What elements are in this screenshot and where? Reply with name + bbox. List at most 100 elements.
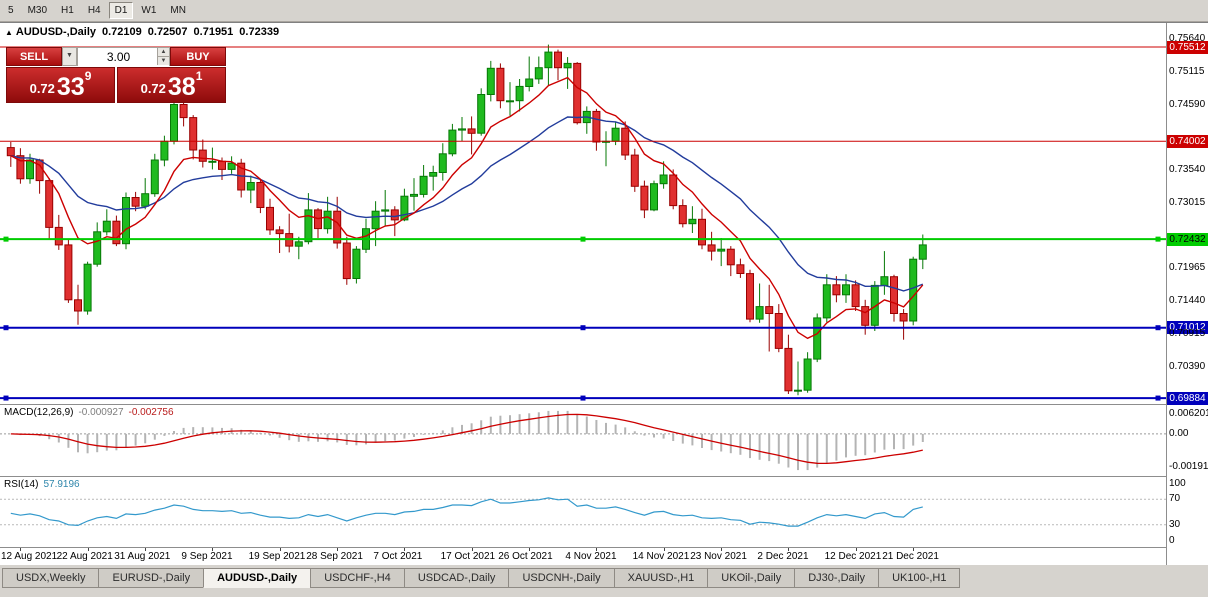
- sell-price-quote[interactable]: 0.72 33 9: [6, 67, 115, 103]
- hline-handle[interactable]: [3, 395, 9, 401]
- candle-body: [218, 160, 226, 170]
- candle-body: [26, 159, 34, 180]
- hline-price-tag: 0.71012: [1167, 321, 1208, 335]
- candle-body: [659, 174, 668, 185]
- date-label: 26 Oct 2021: [498, 551, 553, 562]
- chart-tab[interactable]: USDCNH-,Daily: [508, 568, 615, 588]
- timeframe-button-5[interactable]: 5: [2, 2, 20, 19]
- hline-handle[interactable]: [3, 236, 9, 242]
- candle-body: [467, 128, 476, 134]
- chart-tab[interactable]: USDCAD-,Daily: [403, 568, 510, 588]
- rsi-indicator-pane[interactable]: [0, 477, 1166, 547]
- chart-title: ▲ AUDUSD-,Daily 0.72109 0.72507 0.71951 0.723…: [5, 26, 279, 38]
- timeframe-button-h4[interactable]: H4: [81, 2, 107, 19]
- candle-body: [160, 140, 169, 161]
- candle-body: [755, 306, 764, 320]
- chart-tab[interactable]: AUDUSD-,Daily: [203, 568, 312, 588]
- time-axis-tick: [471, 548, 473, 551]
- hline-handle[interactable]: [1155, 325, 1161, 331]
- time-axis[interactable]: 12 Aug 2021 22 Aug 2021 31 Aug 2021 9 Sep 2…: [0, 548, 1166, 565]
- hline-handle[interactable]: [580, 395, 586, 401]
- chart-tab[interactable]: UK100-,H1: [878, 568, 961, 588]
- candle-body: [688, 218, 697, 225]
- macd-label: MACD(12,26,9) -0.000927 -0.002756: [4, 407, 174, 418]
- date-label: 9 Sep 2021: [181, 551, 233, 562]
- chart-tab[interactable]: USDCHF-,H4: [310, 568, 405, 588]
- candle-body: [650, 183, 658, 211]
- candle-body: [54, 226, 63, 246]
- buy-price-quote[interactable]: 0.72 38 1: [117, 67, 226, 103]
- volume-dropdown-button[interactable]: ▼: [62, 47, 77, 66]
- ohlc-low: 0.71951: [193, 26, 234, 38]
- chart-window: 0.75512 0.74002 0.72432 0.71012 0.69884 0.756…: [0, 22, 1208, 565]
- candle-body: [794, 389, 802, 392]
- candle-body: [141, 193, 150, 207]
- chart-tab[interactable]: UKOil-,Daily: [707, 568, 796, 588]
- candle-body: [102, 220, 111, 233]
- candle-body: [640, 185, 649, 211]
- candle-body: [352, 248, 361, 279]
- hline-handle[interactable]: [1155, 236, 1161, 242]
- price-axis[interactable]: 0.75512 0.74002 0.72432 0.71012 0.69884 0.756…: [1167, 23, 1208, 565]
- volume-down-button[interactable]: ▼: [157, 56, 169, 65]
- candle-body: [448, 129, 457, 155]
- hline-price-tag: 0.75512: [1167, 40, 1208, 54]
- candle-body: [726, 248, 735, 266]
- candle-body: [573, 62, 582, 124]
- time-axis-tick: [145, 548, 147, 551]
- sell-button[interactable]: SELL: [6, 47, 62, 66]
- chart-tab[interactable]: USDX,Weekly: [2, 568, 100, 588]
- candle-body: [678, 205, 687, 225]
- chart-symbol: AUDUSD-,Daily: [15, 26, 96, 38]
- hline-price-tag: 0.74002: [1167, 134, 1208, 148]
- time-axis-tick: [855, 548, 857, 551]
- candle-body: [294, 241, 303, 247]
- candle-body: [669, 174, 678, 207]
- macd-axis-label: 0.006201: [1169, 408, 1208, 419]
- candle-body: [832, 284, 841, 296]
- sell-price-big: 33: [56, 73, 85, 101]
- main-price-chart[interactable]: [0, 23, 1166, 404]
- candle-body: [256, 182, 265, 208]
- volume-up-button[interactable]: ▲: [157, 48, 169, 56]
- candle-body: [371, 210, 380, 230]
- hline-handle[interactable]: [580, 325, 586, 331]
- macd-indicator-pane[interactable]: [0, 405, 1166, 476]
- rsi-axis-label: 0: [1169, 535, 1175, 546]
- buy-price-base: 0.72: [140, 81, 166, 96]
- hline-handle[interactable]: [3, 325, 9, 331]
- candle-body: [64, 244, 73, 301]
- volume-input[interactable]: [78, 48, 169, 66]
- candle-body: [870, 284, 879, 326]
- candle-body: [592, 110, 601, 143]
- buy-button[interactable]: BUY: [170, 47, 226, 66]
- hline-handle[interactable]: [580, 236, 586, 242]
- price-axis-label: 0.70390: [1169, 360, 1206, 372]
- pane-separator[interactable]: [0, 404, 1208, 405]
- candle-body: [813, 317, 822, 360]
- volume-spinner: ▲ ▼: [157, 48, 169, 65]
- chart-tab[interactable]: XAUUSD-,H1: [613, 568, 709, 588]
- candle-body: [74, 299, 82, 312]
- time-axis-tick: [663, 548, 665, 551]
- timeframe-button-h1[interactable]: H1: [55, 2, 80, 19]
- chart-tab[interactable]: EURUSD-,Daily: [98, 568, 205, 588]
- ma-fast-line: [10, 76, 924, 340]
- timeframe-button-d1[interactable]: D1: [108, 2, 134, 19]
- pane-separator[interactable]: [0, 476, 1208, 477]
- timeframe-button-w1[interactable]: W1: [135, 2, 163, 19]
- time-axis-tick: [596, 548, 598, 551]
- chart-tab[interactable]: DJ30-,Daily: [794, 568, 880, 588]
- date-label: 22 Aug 2021: [56, 551, 113, 562]
- timeframe-button-mn[interactable]: MN: [164, 2, 192, 19]
- candle-body: [880, 276, 889, 286]
- candle-body: [131, 197, 140, 207]
- volume-field: ▲ ▼: [77, 47, 170, 66]
- candle-body: [429, 172, 438, 177]
- candle-body: [419, 175, 428, 195]
- ma-slow-line: [10, 116, 924, 292]
- price-axis-label: 0.73015: [1169, 196, 1206, 208]
- hline-handle[interactable]: [1155, 395, 1161, 401]
- candle-body: [390, 209, 399, 221]
- timeframe-button-m30[interactable]: M30: [21, 2, 54, 19]
